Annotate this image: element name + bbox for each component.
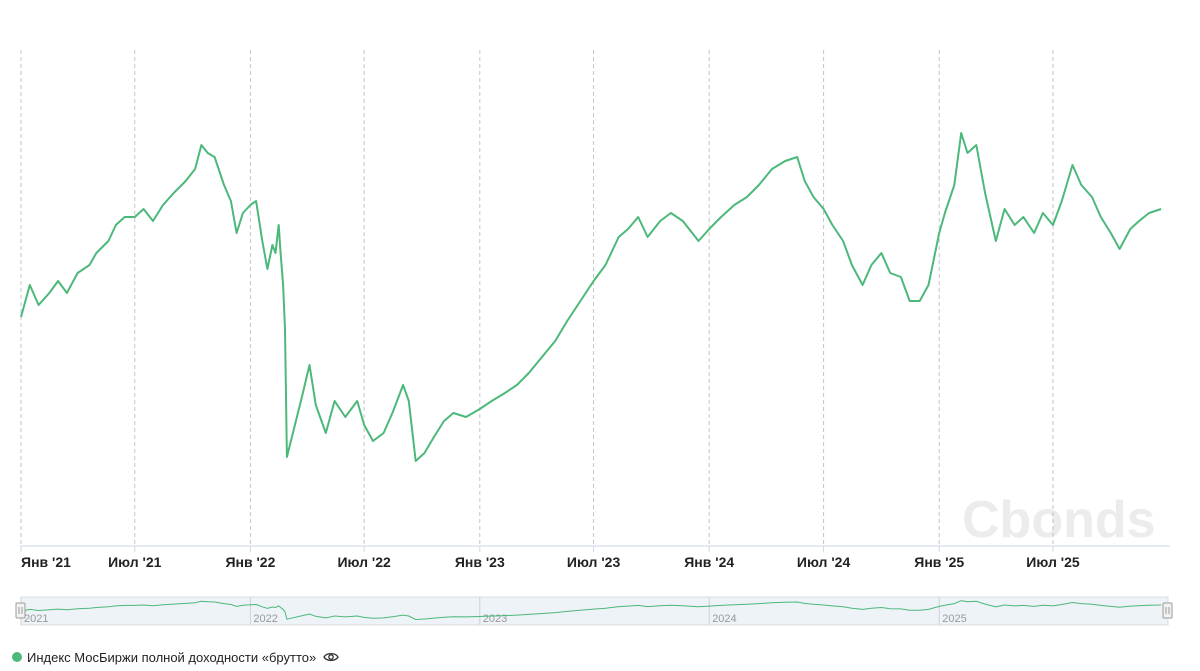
x-tick-label-1: Июл '21 <box>108 554 162 570</box>
legend-label: Индекс МосБиржи полной доходности «брутт… <box>27 649 317 665</box>
navigator-handle-right[interactable] <box>1162 602 1173 619</box>
legend-item[interactable]: Индекс МосБиржи полной доходности «брутт… <box>12 648 339 666</box>
x-tick-label-2: Янв '22 <box>225 554 275 570</box>
x-tick-label-3: Июл '22 <box>337 554 391 570</box>
x-tick-label-8: Янв '25 <box>914 554 964 570</box>
x-tick-label-6: Янв '24 <box>684 554 734 570</box>
watermark: Cbonds <box>962 491 1156 549</box>
x-tick-label-4: Янв '23 <box>455 554 505 570</box>
nav-label-2: 2023 <box>483 613 507 625</box>
series-line <box>20 132 1162 462</box>
nav-label-3: 2024 <box>712 613 736 625</box>
series-layer <box>20 132 1162 462</box>
nav-label-4: 2025 <box>942 613 966 625</box>
navigator-series <box>20 600 1162 621</box>
x-tick-label-9: Июл '25 <box>1026 554 1080 570</box>
navigator-handle-left[interactable] <box>15 602 26 619</box>
grid-lines <box>20 50 1054 546</box>
navigator-window[interactable] <box>20 596 1169 626</box>
eye-icon[interactable] <box>323 651 339 663</box>
x-axis-ticks: Янв '21 Июл '21 Янв '22 Июл '22 Янв '23 Июл '… <box>20 546 1080 570</box>
x-tick-label-5: Июл '23 <box>567 554 621 570</box>
nav-label-1: 2022 <box>253 613 277 625</box>
nav-label-0: 2021 <box>24 613 48 625</box>
x-tick-label-0: Янв '21 <box>21 554 71 570</box>
x-tick-label-7: Июл '24 <box>797 554 851 570</box>
navigator-line <box>20 600 1162 621</box>
navigator[interactable]: 2021 2022 2023 2024 2025 <box>15 596 1173 626</box>
legend-marker <box>12 652 22 662</box>
